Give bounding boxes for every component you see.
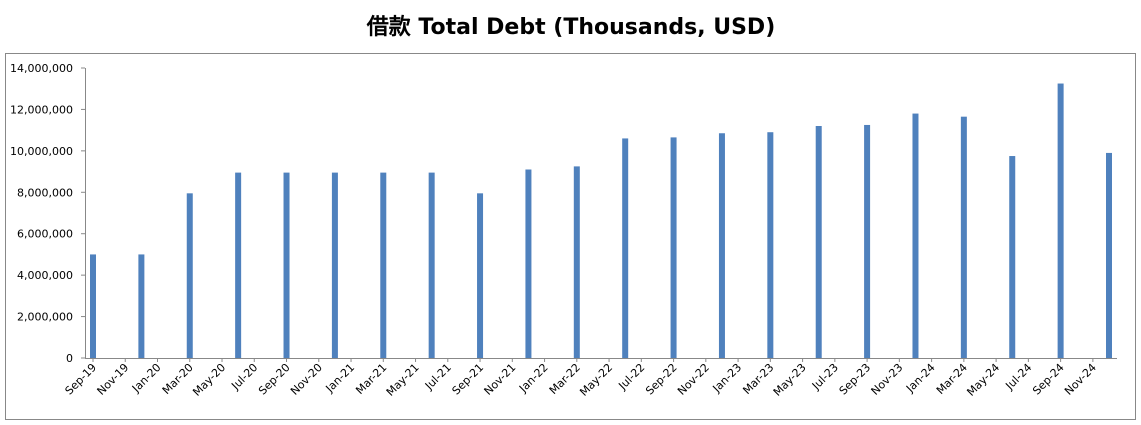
bar bbox=[525, 169, 532, 358]
x-tick-label: Jan-20 bbox=[129, 361, 164, 396]
x-tick-label: Jan-23 bbox=[710, 361, 745, 396]
x-tick-label: Mar-23 bbox=[740, 361, 776, 397]
x-tick-label: Sep-22 bbox=[643, 361, 680, 398]
x-tick-label: Nov-20 bbox=[288, 361, 325, 398]
bar bbox=[331, 172, 338, 358]
x-tick-label: Nov-19 bbox=[95, 361, 132, 398]
bar bbox=[960, 116, 967, 358]
chart-title: 借款 Total Debt (Thousands, USD) bbox=[366, 14, 776, 40]
x-tick-label: Sep-23 bbox=[837, 361, 874, 398]
x-tick-label: Sep-19 bbox=[63, 361, 100, 398]
y-tick-label: 8,000,000 bbox=[17, 186, 73, 199]
x-tick-label: Mar-24 bbox=[934, 361, 970, 397]
x-tick-label: Sep-24 bbox=[1030, 361, 1067, 398]
chart-border bbox=[5, 53, 1136, 420]
bar bbox=[235, 172, 242, 358]
bar bbox=[767, 132, 774, 358]
x-tick-label: Mar-21 bbox=[353, 361, 389, 397]
bar bbox=[622, 138, 629, 358]
bar bbox=[186, 193, 193, 358]
x-tick-label: Mar-20 bbox=[160, 361, 196, 397]
x-tick-label: Nov-23 bbox=[869, 361, 906, 398]
bar bbox=[670, 137, 677, 358]
bar bbox=[90, 254, 96, 358]
y-tick-label: 14,000,000 bbox=[10, 62, 73, 75]
bar bbox=[1106, 152, 1112, 358]
x-tick-label: Jan-24 bbox=[903, 361, 938, 396]
bar bbox=[1009, 156, 1016, 358]
bar bbox=[718, 133, 725, 358]
bar bbox=[477, 193, 484, 358]
x-tick-label: Nov-24 bbox=[1062, 361, 1099, 398]
bar bbox=[283, 172, 290, 358]
x-tick-label: May-24 bbox=[964, 361, 1002, 399]
bar bbox=[428, 172, 435, 358]
bar bbox=[912, 113, 919, 358]
x-tick-label: May-23 bbox=[771, 361, 809, 399]
y-tick-label: 2,000,000 bbox=[17, 311, 73, 324]
x-tick-label: Sep-21 bbox=[450, 361, 487, 398]
y-tick-label: 10,000,000 bbox=[10, 145, 73, 158]
y-tick-label: 0 bbox=[66, 352, 73, 365]
x-tick-label: Nov-22 bbox=[675, 361, 712, 398]
x-tick-label: May-20 bbox=[190, 361, 228, 399]
bar bbox=[573, 166, 580, 358]
x-tick-label: May-21 bbox=[384, 361, 422, 399]
x-tick-label: Nov-21 bbox=[482, 361, 519, 398]
x-tick-label: Sep-20 bbox=[256, 361, 293, 398]
y-tick-label: 4,000,000 bbox=[17, 269, 73, 282]
x-tick-label: Jan-22 bbox=[516, 361, 551, 396]
bar bbox=[1057, 83, 1064, 359]
bar bbox=[138, 254, 145, 358]
x-tick-label: May-22 bbox=[577, 361, 615, 399]
bar bbox=[815, 126, 822, 358]
y-tick-label: 6,000,000 bbox=[17, 228, 73, 241]
x-tick-label: Mar-22 bbox=[547, 361, 583, 397]
bar bbox=[864, 124, 871, 358]
bar bbox=[380, 172, 387, 358]
y-tick-label: 12,000,000 bbox=[10, 103, 73, 116]
x-tick-label: Jan-21 bbox=[323, 361, 358, 396]
